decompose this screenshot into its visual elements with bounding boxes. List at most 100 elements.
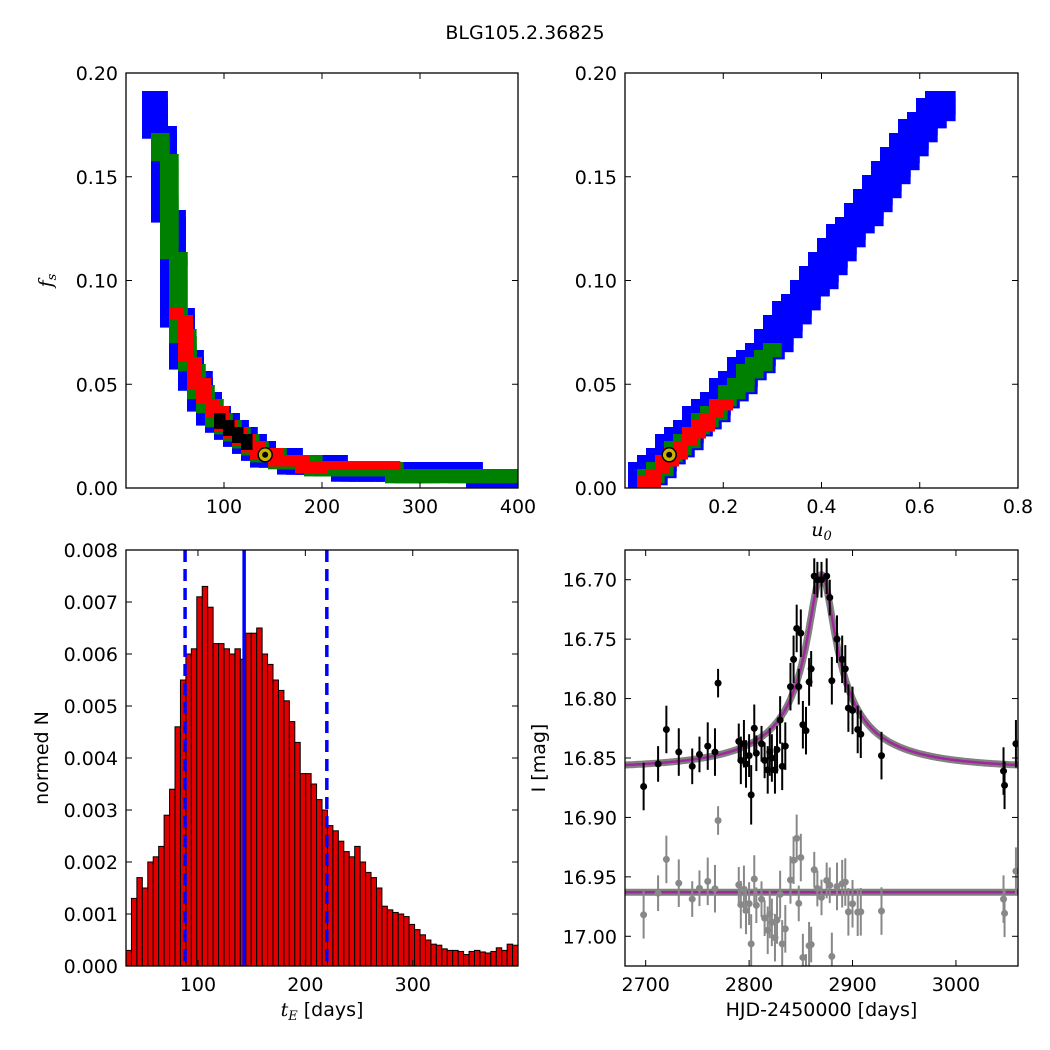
- residual-point: [714, 816, 722, 824]
- y-axis-label: normed N: [31, 711, 53, 805]
- data-point: [752, 749, 760, 757]
- residual-point: [813, 885, 821, 893]
- posterior-cell: [691, 420, 706, 432]
- hist-bar: [169, 788, 176, 967]
- data-point: [704, 742, 712, 750]
- y-tick-label: 16.90: [563, 807, 617, 829]
- hist-bar: [321, 809, 328, 967]
- hist-bar: [359, 861, 367, 967]
- data-point: [745, 752, 753, 760]
- hist-bar: [228, 653, 236, 967]
- data-point: [640, 783, 648, 791]
- y-tick-label: 0.00: [575, 478, 617, 500]
- best-fit-center: [666, 451, 673, 458]
- posterior-cell: [178, 315, 193, 327]
- hist-bar: [419, 934, 426, 967]
- data-point: [750, 724, 758, 732]
- hist-bar: [294, 741, 301, 967]
- residual-point: [849, 900, 857, 908]
- x-tick-label: 3000: [932, 974, 980, 996]
- x-axis-label: tE [days]: [281, 999, 364, 1024]
- posterior-cell: [655, 462, 670, 474]
- posterior-cell: [700, 413, 715, 425]
- data-point: [841, 665, 849, 673]
- hist-bar: [479, 951, 486, 967]
- data-point: [761, 756, 769, 764]
- posterior-cell: [286, 455, 301, 467]
- y-tick-label: 0.10: [76, 271, 118, 293]
- residual-point: [745, 900, 753, 908]
- posterior-cell: [268, 455, 283, 467]
- posterior-cell: [673, 441, 688, 453]
- hist-bar: [392, 911, 399, 967]
- hist-bar: [125, 949, 132, 967]
- residual-point: [802, 974, 809, 981]
- posterior-cell: [655, 455, 670, 467]
- data-point: [737, 756, 745, 764]
- posterior-cell: [187, 364, 202, 376]
- residual-point: [758, 895, 766, 903]
- posterior-cell: [277, 455, 292, 467]
- posterior-cell: [241, 441, 253, 450]
- residual-point: [799, 954, 807, 962]
- data-point: [826, 594, 834, 602]
- posterior-cell: [214, 413, 226, 422]
- residual-point: [841, 878, 849, 886]
- x-tick-label: 200: [304, 496, 340, 518]
- residual-point: [776, 890, 784, 898]
- hist-bar: [152, 856, 160, 967]
- data-point: [773, 746, 781, 754]
- hist-bar: [190, 648, 198, 967]
- posterior-cell: [718, 399, 733, 411]
- hist-bar: [196, 596, 203, 967]
- posterior-cells: [628, 91, 956, 488]
- hist-bar: [158, 845, 165, 967]
- x-tick-label: 0.8: [1003, 496, 1033, 518]
- data-point: [818, 576, 825, 584]
- residual-point: [654, 889, 662, 897]
- data-point: [786, 683, 794, 691]
- residual-point: [662, 855, 670, 863]
- posterior-cell: [691, 427, 706, 439]
- hist-bar: [414, 929, 421, 967]
- posterior-cell: [205, 406, 220, 418]
- data-point: [688, 762, 696, 770]
- hist-bar: [245, 632, 252, 967]
- data-point: [838, 655, 846, 663]
- posterior-cell: [196, 385, 211, 397]
- residual-point: [675, 879, 683, 887]
- residual-point: [795, 899, 803, 907]
- posterior-cell: [682, 434, 697, 446]
- data-point: [742, 760, 750, 768]
- x-tick-label: 200: [287, 974, 323, 996]
- y-tick-label: 0.004: [64, 748, 118, 770]
- y-tick-label: 16.70: [563, 570, 617, 592]
- residual-point: [797, 854, 805, 862]
- hist-bar: [501, 949, 508, 967]
- hist-bar: [136, 877, 143, 967]
- data-point: [675, 748, 683, 756]
- hist-bar: [386, 909, 394, 967]
- posterior-cell: [214, 420, 226, 429]
- hist-bar: [512, 944, 519, 967]
- data-point: [797, 629, 805, 637]
- hist-bar: [490, 950, 497, 967]
- light-curve-plot: [625, 558, 1018, 981]
- posterior-cell: [763, 343, 782, 358]
- posterior-cell: [196, 378, 211, 390]
- hist-bar: [250, 632, 258, 967]
- data-point: [1001, 781, 1009, 789]
- hist-bar: [218, 643, 225, 967]
- x-tick-label: 2800: [725, 974, 773, 996]
- hist-bar: [424, 939, 432, 967]
- residual-point: [826, 881, 834, 889]
- posterior-cell: [709, 399, 724, 411]
- y-tick-label: 0.05: [575, 374, 617, 396]
- best-fit-center: [262, 451, 269, 458]
- data-point: [823, 572, 831, 580]
- posterior-cell: [169, 308, 184, 320]
- chart-fs_vs_u0: 0.2 0.4 0.6 0.8 0.00 0.05 0.10 0.15 0.20 u0: [575, 63, 1033, 544]
- data-point: [776, 716, 784, 724]
- posterior-cell: [178, 336, 193, 348]
